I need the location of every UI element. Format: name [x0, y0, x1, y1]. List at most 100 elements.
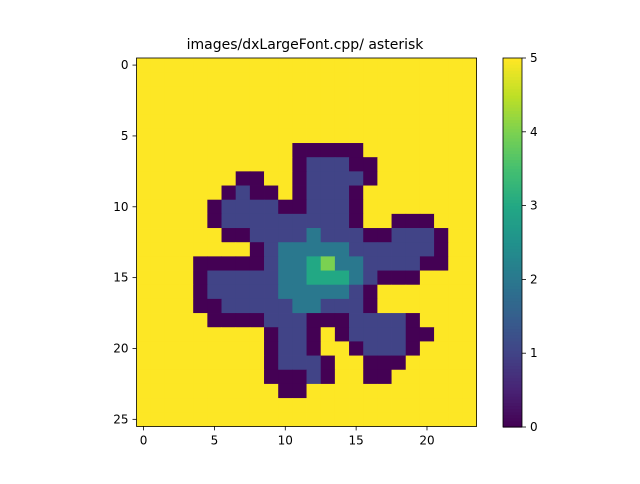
colorbar-tick-label: 3: [530, 199, 538, 213]
heatmap-cell: [221, 86, 237, 101]
heatmap-cell: [462, 185, 477, 201]
heatmap-cell: [207, 341, 222, 356]
heatmap-cell: [391, 284, 407, 300]
heatmap-cell: [448, 86, 463, 101]
heatmap-cell: [150, 228, 166, 243]
heatmap-cell: [207, 157, 222, 172]
heatmap-cell: [164, 313, 180, 328]
heatmap-cell: [292, 228, 307, 243]
heatmap-cell: [405, 114, 421, 130]
y-tick-label: 10: [113, 200, 128, 214]
heatmap-cell: [278, 128, 293, 144]
heatmap-cell: [264, 270, 279, 286]
heatmap-cell: [334, 157, 350, 172]
heatmap-cell: [349, 58, 364, 73]
heatmap-cell: [278, 100, 293, 116]
heatmap-cell: [419, 383, 435, 399]
colorbar-segment: [503, 251, 522, 256]
heatmap-cell: [264, 185, 279, 201]
heatmap-cell: [193, 100, 208, 116]
heatmap-cell: [419, 185, 435, 201]
heatmap-cell: [179, 100, 194, 116]
heatmap-cell: [320, 398, 336, 413]
heatmap-cell: [377, 284, 392, 300]
heatmap-cell: [221, 284, 237, 300]
chart-title: images/dxLargeFont.cpp/ asterisk: [187, 37, 425, 53]
heatmap-cell: [179, 128, 194, 144]
colorbar-segment: [503, 187, 522, 191]
colorbar-segment: [503, 316, 522, 320]
heatmap-cell: [391, 171, 407, 186]
colorbar-segment: [503, 371, 522, 376]
heatmap-cell: [363, 398, 378, 413]
heatmap-cell: [434, 72, 449, 87]
colorbar-segment: [503, 159, 522, 164]
colorbar-segment: [503, 257, 522, 262]
heatmap-cell: [349, 171, 364, 186]
heatmap-cell: [462, 228, 477, 243]
heatmap-cell: [462, 128, 477, 144]
heatmap-cell: [349, 256, 364, 271]
heatmap-cell: [377, 313, 392, 328]
heatmap-cell: [164, 58, 180, 73]
heatmap-cell: [292, 369, 307, 385]
colorbar-segment: [503, 64, 522, 68]
heatmap-cell: [164, 256, 180, 271]
colorbar-segment: [503, 168, 522, 173]
heatmap-cell: [193, 58, 208, 73]
heatmap-cell: [434, 185, 449, 201]
heatmap-cell: [462, 213, 477, 229]
heatmap-cell: [278, 185, 293, 201]
colorbar-segment: [503, 282, 522, 287]
heatmap-cell: [434, 86, 449, 101]
heatmap-cell: [278, 298, 293, 314]
heatmap-cell: [391, 313, 407, 328]
heatmap-cell: [419, 298, 435, 314]
heatmap-cell: [448, 228, 463, 243]
heatmap-cell: [349, 242, 364, 257]
colorbar-segment: [503, 325, 522, 330]
heatmap-cell: [349, 185, 364, 201]
heatmap-cell: [179, 355, 194, 371]
heatmap-cell: [377, 86, 392, 101]
heatmap-cell: [320, 369, 336, 385]
heatmap-cell: [334, 199, 350, 215]
heatmap-cell: [320, 228, 336, 243]
colorbar-segment: [503, 399, 522, 403]
heatmap-cell: [448, 341, 463, 356]
heatmap-cell: [249, 58, 265, 73]
colorbar-segment: [503, 227, 522, 231]
colorbar-segment: [503, 73, 522, 78]
heatmap-cell: [391, 114, 407, 130]
heatmap-cell: [193, 383, 208, 399]
heatmap-cell: [306, 256, 322, 271]
heatmap-cell: [150, 72, 166, 87]
heatmap-cell: [179, 114, 194, 130]
heatmap-cell: [136, 171, 152, 186]
colorbar-segment: [503, 304, 522, 308]
heatmap-cell: [462, 298, 477, 314]
colorbar-segment: [503, 165, 522, 170]
colorbar-segment: [503, 374, 522, 379]
heatmap-cell: [207, 298, 222, 314]
heatmap-cell: [320, 355, 336, 371]
colorbar-segment: [503, 294, 522, 299]
heatmap-cell: [150, 199, 166, 215]
heatmap-cell: [363, 58, 378, 73]
heatmap-cell: [136, 412, 152, 427]
colorbar-segment: [503, 144, 522, 148]
colorbar-segment: [503, 297, 522, 302]
heatmap-cell: [419, 270, 435, 286]
heatmap-cell: [221, 100, 237, 116]
heatmap-cells: [136, 58, 477, 427]
heatmap-cell: [249, 143, 265, 158]
heatmap-cell: [136, 398, 152, 413]
heatmap-cell: [419, 58, 435, 73]
heatmap-cell: [334, 398, 350, 413]
colorbar-segment: [503, 408, 522, 413]
heatmap-cell: [320, 242, 336, 257]
heatmap-cell: [448, 185, 463, 201]
heatmap-cell: [221, 298, 237, 314]
colorbar-ticks: 0 1 2 3 4 5: [522, 51, 538, 434]
